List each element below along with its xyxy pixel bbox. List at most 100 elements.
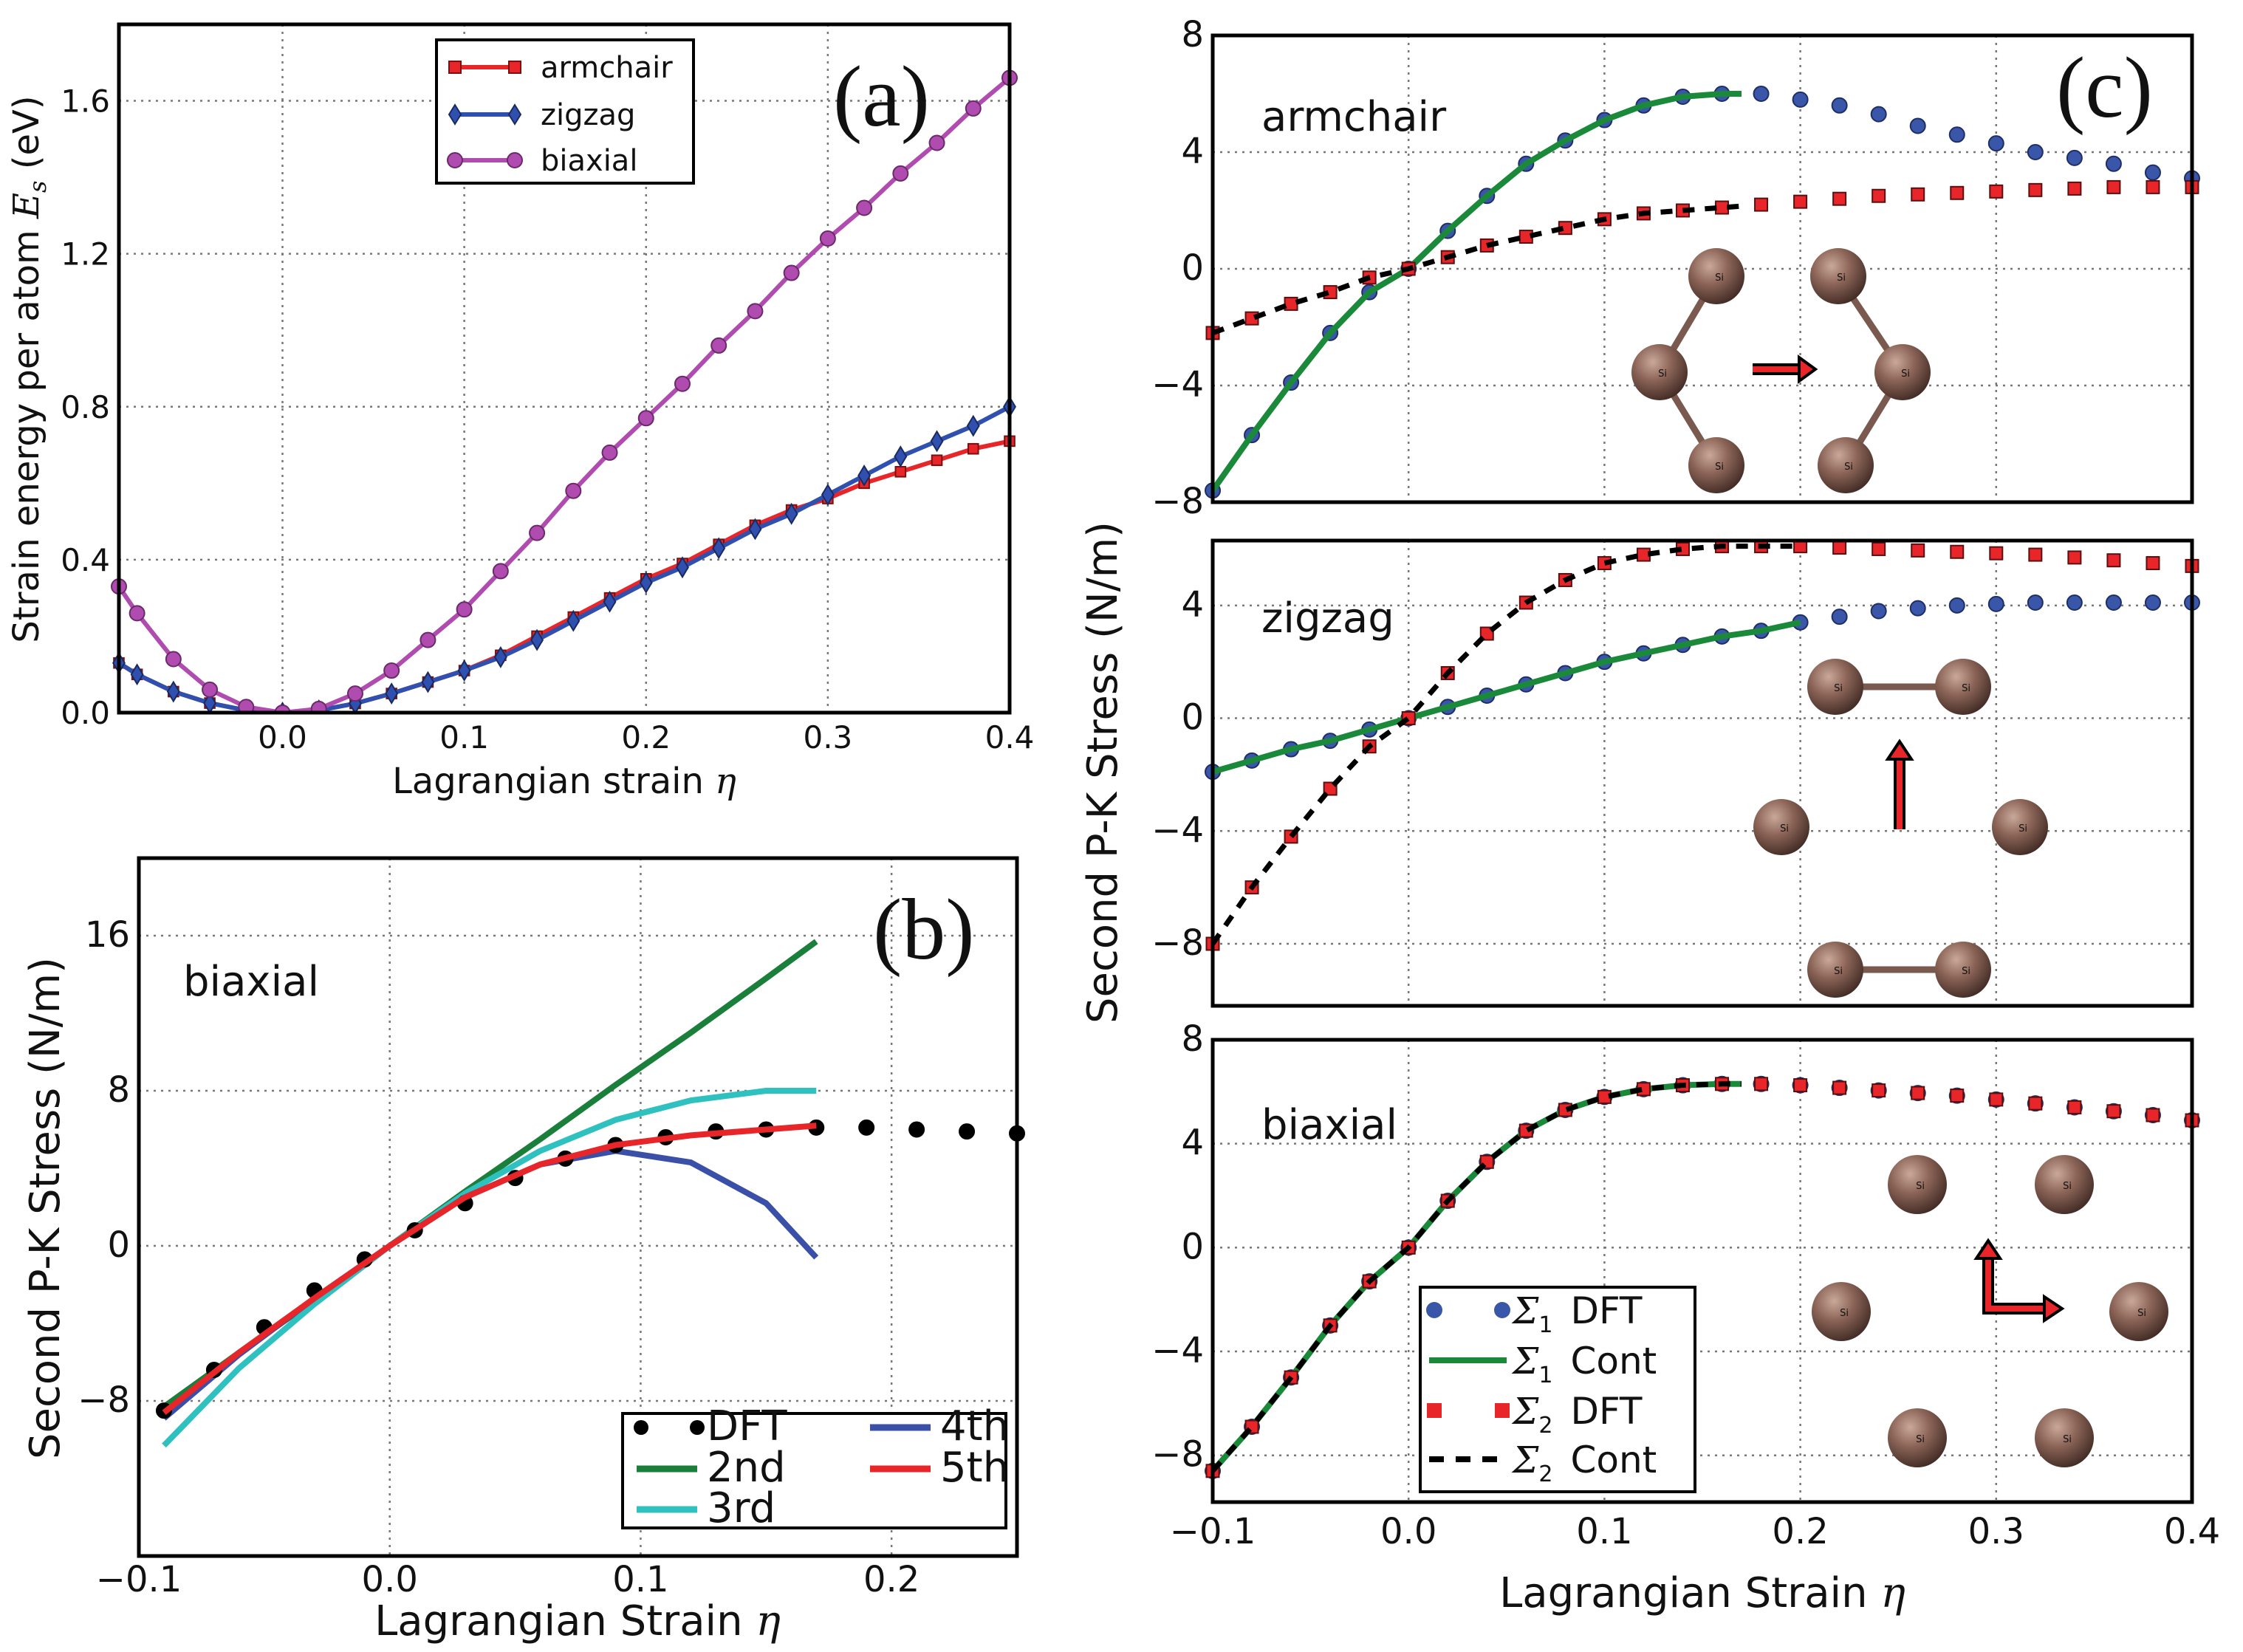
data-point (130, 663, 144, 686)
data-point (894, 445, 908, 468)
x-axis-label-text: Lagrangian Strain (374, 1597, 756, 1645)
series-biaxial (111, 69, 1018, 713)
series-σ2-dft (1205, 1077, 2199, 1478)
y-tick-label: 0.4 (61, 542, 110, 578)
data-point (1911, 543, 1925, 558)
data-point (203, 692, 217, 713)
data-point (894, 466, 907, 478)
legend: armchair zigzag biaxial (435, 38, 695, 185)
x-tick-label: 0.1 (439, 719, 489, 755)
y-axis-label-text: Strain energy per atom (6, 219, 47, 643)
series-σ2-cont (1210, 1081, 1742, 1473)
biaxial-inset: Si Si Si Si Si Si (1812, 1155, 2168, 1467)
data-point (202, 681, 219, 698)
atom-label: Si (1916, 1434, 1925, 1445)
legend-label: Σ1 Cont (1511, 1340, 1657, 1388)
data-point (965, 100, 982, 117)
silicon-atom: Si (1631, 344, 1688, 400)
series-line (1210, 544, 1801, 945)
data-point (2105, 155, 2122, 172)
data-point (1989, 1092, 2004, 1107)
legend-entry: Σ2 Cont (1429, 1439, 1657, 1487)
x-tick-label: −0.1 (96, 1559, 182, 1600)
data-point (1872, 541, 1886, 556)
silicon-atom: Si (1935, 942, 1991, 998)
axes-frame (137, 856, 1019, 1558)
x-tick-label: 0.3 (803, 719, 852, 755)
y-tick-label: 0 (1181, 247, 1204, 289)
legend-label: zigzag (541, 98, 635, 132)
legend-label: armchair (541, 51, 673, 85)
x-tick-label: 0.0 (362, 1559, 418, 1600)
data-point (565, 482, 582, 499)
x-tick-label: 0.1 (612, 1559, 668, 1600)
data-point (2066, 149, 2083, 166)
y-tick-label: −8 (1151, 1434, 1204, 1476)
legend-entry: Σ1 DFT (1426, 1289, 1643, 1338)
legend-entry: Σ2 DFT (1427, 1390, 1643, 1439)
atom-label: Si (1962, 683, 1970, 694)
data-point (856, 199, 873, 216)
series-armchair (113, 435, 1016, 713)
x-tick-label: 0.0 (1380, 1511, 1436, 1552)
data-point (166, 680, 180, 703)
legend-entry-biaxial: biaxial (447, 144, 637, 178)
data-point (2067, 1100, 2082, 1114)
data-point (492, 563, 509, 580)
data-point (783, 264, 800, 281)
data-point (2146, 556, 2160, 571)
x-axis-label: Lagrangian Strain η (1499, 1569, 1905, 1617)
data-point (1793, 541, 1808, 554)
silicon-atom: Si (1874, 344, 1931, 400)
data-point (566, 609, 581, 632)
data-point (959, 1123, 976, 1140)
data-point (1479, 626, 1494, 641)
legend-entry: Σ1 Cont (1429, 1340, 1657, 1388)
data-point (2028, 1096, 2043, 1111)
data-point (1754, 1077, 1769, 1091)
silicon-atom: Si (2035, 1155, 2094, 1214)
data-point (2106, 179, 2121, 194)
data-point (928, 134, 945, 151)
y-tick-label: 4 (1181, 584, 1204, 626)
data-point (457, 659, 471, 682)
x-tick-label: 0.3 (1968, 1511, 2024, 1552)
data-point (2144, 164, 2161, 181)
data-point (1950, 1089, 1965, 1103)
y-tick-label: −8 (1151, 481, 1204, 522)
data-point (2066, 594, 2083, 611)
data-point (1832, 1080, 1847, 1095)
x-tick-label: 0.4 (985, 719, 1035, 755)
series-line (162, 1088, 817, 1448)
legend-label: Σ2 DFT (1511, 1390, 1643, 1439)
silicon-atom: Si (1688, 437, 1744, 493)
data-point (784, 502, 798, 525)
data-point (858, 1119, 875, 1136)
x-tick-label: 0.4 (2164, 1511, 2220, 1552)
silicon-atom: Si (1935, 659, 1991, 715)
energy-symbol: E (6, 193, 47, 219)
atom-label: Si (1658, 369, 1667, 380)
data-point (2028, 182, 2043, 197)
panel-tag: (b) (873, 881, 975, 978)
data-point (637, 410, 654, 427)
grid (1213, 541, 2192, 1006)
data-point (383, 662, 400, 679)
legend-marker (508, 61, 521, 74)
axes-frame (1210, 538, 2194, 1008)
y-tick-label: 1.2 (61, 236, 110, 273)
atom-label: Si (1834, 966, 1843, 977)
data-point (1987, 135, 2004, 152)
eta-symbol: η (1880, 1569, 1905, 1617)
data-point (1754, 197, 1769, 212)
data-point (420, 631, 436, 648)
y-tick-label: −4 (1151, 1330, 1204, 1371)
legend-label: Σ2 Cont (1511, 1439, 1657, 1487)
data-point (1832, 541, 1847, 555)
atom-label: Si (2063, 1181, 2072, 1192)
energy-subscript: s (24, 181, 52, 193)
series-line (1210, 91, 1742, 493)
strain-arrow-icon (1753, 354, 1818, 384)
data-point (857, 465, 871, 487)
